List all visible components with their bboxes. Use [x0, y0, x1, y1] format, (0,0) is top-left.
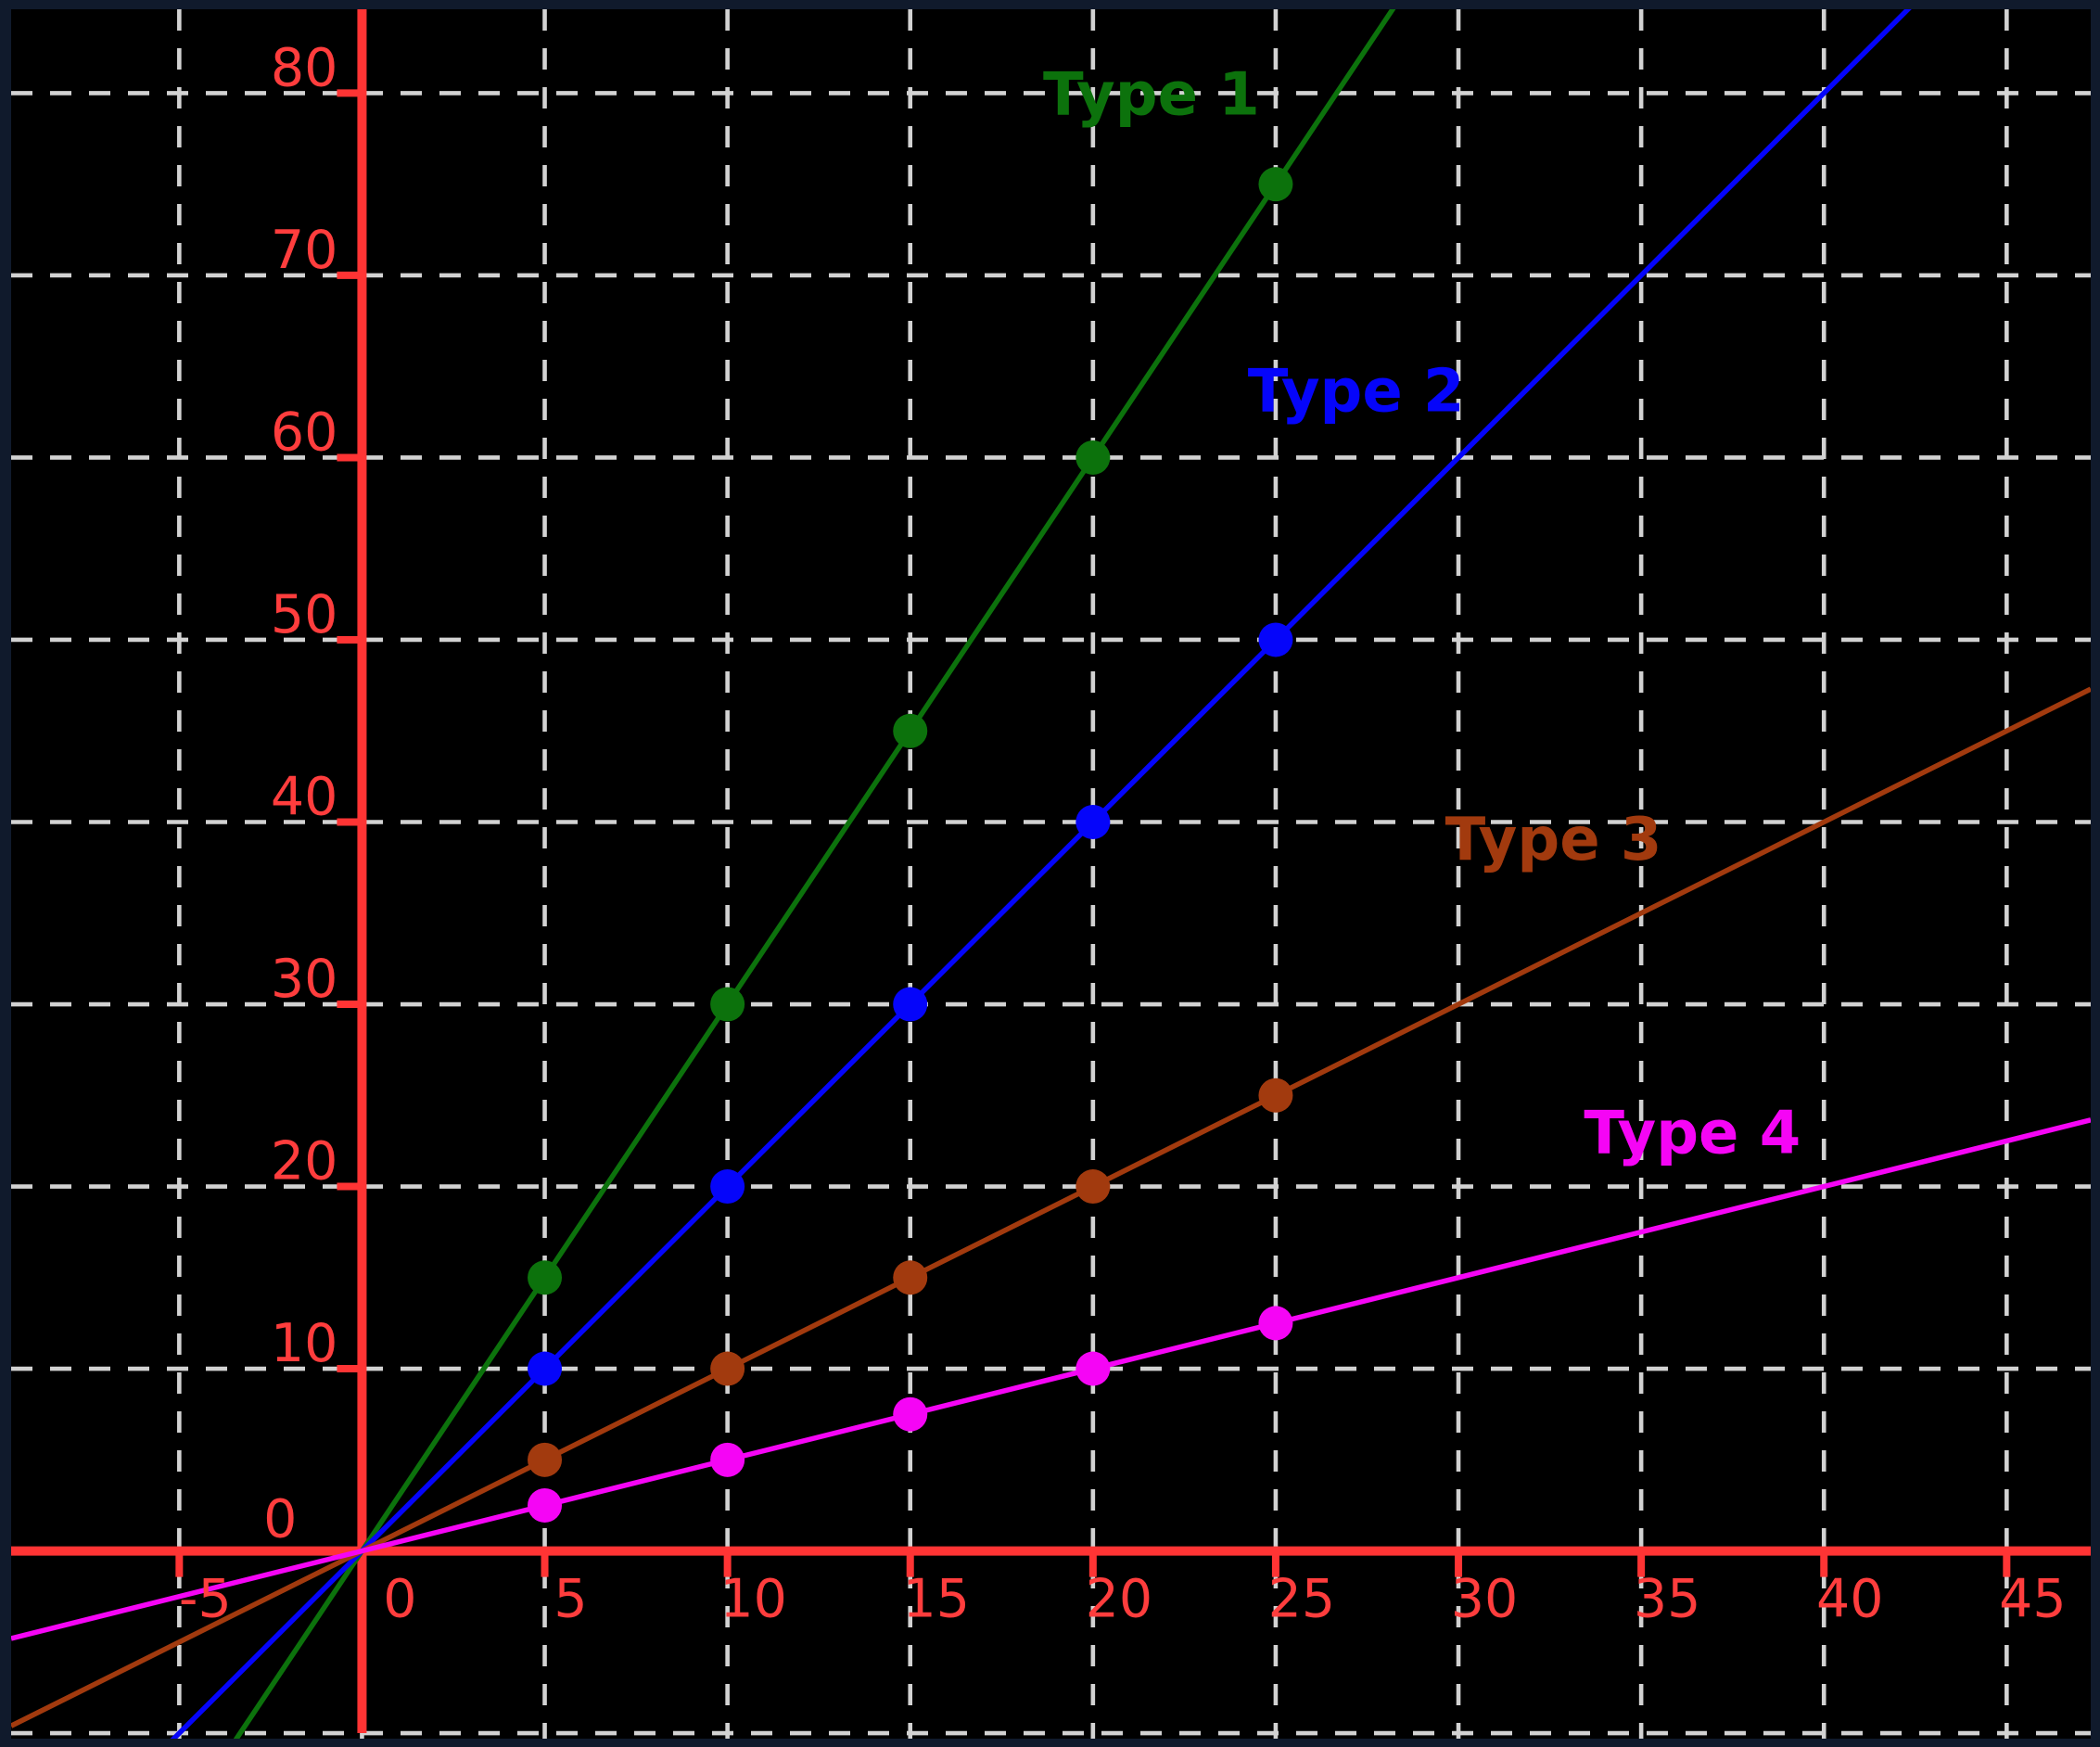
series-line-4: [11, 1117, 2091, 1641]
series-label-1: Type 1: [1043, 60, 1260, 129]
data-point-series-2: [1258, 622, 1293, 657]
y-tick-label: 10: [271, 1313, 338, 1374]
x-tick-label: 5: [554, 1569, 587, 1630]
x-tick-label: 40: [1816, 1569, 1884, 1630]
x-tick-label: 20: [1086, 1569, 1153, 1630]
data-point-series-3: [1075, 1169, 1111, 1205]
data-point-series-1: [528, 1260, 563, 1295]
data-point-series-2: [710, 1169, 745, 1205]
data-point-series-4: [1258, 1306, 1293, 1341]
x-tick-label: 45: [1999, 1569, 2067, 1630]
data-point-series-1: [1258, 167, 1293, 202]
x-tick-label: 35: [1634, 1569, 1701, 1630]
data-point-series-3: [710, 1351, 745, 1386]
data-point-series-1: [893, 713, 928, 748]
grid-layer: [11, 9, 2091, 1739]
series-layer: [11, 9, 2091, 1739]
y-tick-label: 50: [271, 584, 338, 645]
data-point-series-3: [893, 1260, 928, 1295]
series-label-4: Type 4: [1584, 1100, 1801, 1168]
x-tick-label: 30: [1451, 1569, 1519, 1630]
y-tick-label: 40: [271, 766, 338, 827]
y-tick-label: 60: [271, 402, 338, 463]
data-point-series-2: [893, 987, 928, 1022]
series-label-2: Type 2: [1248, 358, 1465, 427]
x-tick-label: 25: [1268, 1569, 1336, 1630]
y-tick-label: 80: [271, 37, 338, 98]
y-tick-label: 0: [263, 1489, 297, 1550]
data-point-series-2: [528, 1351, 563, 1386]
data-point-series-1: [1075, 440, 1111, 475]
data-point-series-4: [528, 1487, 563, 1523]
y-tick-label: 20: [271, 1131, 338, 1192]
x-tick-label: 10: [719, 1569, 787, 1630]
data-point-series-3: [528, 1442, 563, 1477]
y-tick-label: 70: [271, 220, 338, 281]
x-tick-label: 15: [902, 1569, 970, 1630]
x-tick-label: 0: [383, 1569, 416, 1630]
series-label-3: Type 3: [1445, 806, 1662, 874]
data-point-series-4: [710, 1442, 745, 1477]
data-point-series-4: [893, 1396, 928, 1432]
text-layer: Type 1 Type 2 Type 3 Type 4 -5 0 5 10 15 20 25 30 35…: [179, 37, 2067, 1629]
data-point-series-3: [1258, 1078, 1293, 1113]
x-tick-label: -5: [179, 1569, 232, 1630]
data-point-series-4: [1075, 1351, 1111, 1386]
y-tick-label: 30: [271, 949, 338, 1010]
data-point-series-1: [710, 987, 745, 1022]
data-point-series-2: [1075, 804, 1111, 839]
